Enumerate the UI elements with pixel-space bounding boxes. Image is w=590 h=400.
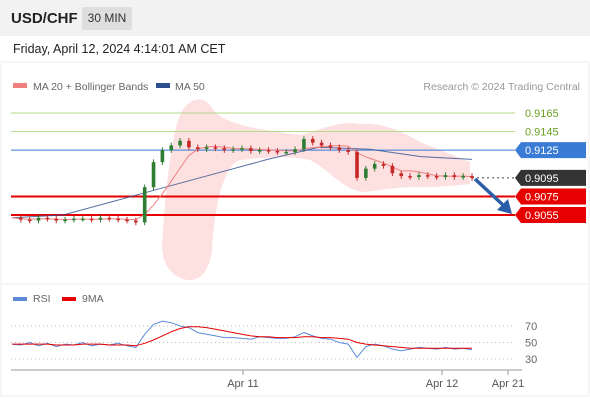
candle-body bbox=[222, 148, 227, 151]
x-tick-label: Apr 11 bbox=[227, 378, 259, 390]
candle-body bbox=[80, 218, 85, 221]
candle-body bbox=[89, 218, 94, 221]
rsi-series-rsi bbox=[11, 320, 473, 359]
candle-body bbox=[169, 145, 174, 151]
candle-body bbox=[337, 147, 342, 151]
candle-body bbox=[372, 164, 377, 169]
timeframe-button[interactable]: 30 MIN bbox=[82, 7, 132, 30]
candle-body bbox=[346, 150, 350, 152]
forecast-arrow bbox=[473, 177, 512, 214]
candle-body bbox=[151, 162, 156, 188]
ma50-legend-swatch bbox=[156, 83, 170, 88]
rsi-tick-50: 50 bbox=[525, 338, 537, 350]
source-credit: Research © 2024 Trading Central bbox=[423, 81, 580, 93]
candle-body bbox=[390, 165, 395, 174]
candle-body bbox=[63, 219, 67, 222]
candle-body bbox=[275, 151, 280, 153]
candle-body bbox=[408, 176, 412, 178]
ma50-line bbox=[11, 146, 473, 219]
price-label-0.9165: 0.9165 bbox=[525, 108, 559, 120]
rsi-legend-label: RSI bbox=[33, 293, 51, 305]
price-tag-0.9095 bbox=[515, 169, 586, 186]
candle-body bbox=[178, 140, 182, 146]
candle-body bbox=[27, 219, 32, 222]
price-label-0.9075: 0.9075 bbox=[525, 191, 559, 203]
candle-body bbox=[319, 142, 324, 146]
candle-body bbox=[213, 147, 218, 149]
ma20-legend-label: MA 20 + Bollinger Bands bbox=[33, 81, 148, 93]
price-label-0.9055: 0.9055 bbox=[525, 210, 559, 222]
rsi-tick-30: 30 bbox=[525, 354, 537, 366]
chart-timestamp: Friday, April 12, 2024 4:14:01 AM CET bbox=[13, 42, 226, 56]
candle-body bbox=[72, 218, 76, 221]
price-tag-0.9075 bbox=[515, 188, 586, 205]
candle-body bbox=[36, 217, 41, 221]
price-label-0.9125: 0.9125 bbox=[525, 145, 559, 157]
candle-body bbox=[160, 150, 165, 163]
candle-body bbox=[417, 175, 421, 177]
header-bar: USD/CHF 30 MIN bbox=[0, 0, 590, 36]
ma20-legend-swatch bbox=[13, 83, 27, 88]
x-tick-label: Apr 12 bbox=[426, 378, 458, 390]
candle-body bbox=[399, 173, 404, 177]
price-label-0.9145: 0.9145 bbox=[525, 127, 559, 139]
rsi-chart-frame bbox=[0, 283, 590, 397]
candle-body bbox=[355, 151, 359, 178]
candle-body bbox=[434, 176, 439, 178]
candle-body bbox=[125, 219, 129, 222]
candle-body bbox=[452, 175, 457, 177]
candle-body bbox=[249, 148, 253, 152]
candle-body bbox=[45, 217, 50, 220]
price-tag-0.9125 bbox=[515, 142, 586, 159]
candle-body bbox=[284, 151, 289, 154]
candle-body bbox=[443, 175, 448, 177]
rsi-legend-swatch bbox=[13, 297, 27, 301]
candle-body bbox=[257, 150, 262, 152]
ma9-legend-label: 9MA bbox=[82, 293, 104, 305]
candle-body bbox=[293, 149, 297, 152]
candle-body bbox=[240, 148, 244, 150]
candle-body bbox=[187, 140, 191, 148]
candle-body bbox=[204, 147, 209, 150]
candle-body bbox=[266, 150, 271, 152]
rsi-tick-70: 70 bbox=[525, 321, 537, 333]
candle-body bbox=[231, 149, 235, 151]
candle-body bbox=[54, 218, 59, 221]
candle-body bbox=[461, 176, 465, 178]
candle-body bbox=[364, 168, 368, 178]
symbol-title: USD/CHF bbox=[11, 10, 78, 27]
candle-body bbox=[142, 187, 147, 223]
candle-body bbox=[470, 176, 474, 178]
candle-body bbox=[195, 147, 200, 150]
price-label-0.9095: 0.9095 bbox=[525, 173, 559, 185]
candle-body bbox=[328, 145, 333, 148]
candle-body bbox=[310, 138, 315, 143]
candle-body bbox=[381, 164, 386, 166]
candle-body bbox=[107, 217, 112, 220]
candle-body bbox=[116, 218, 120, 221]
candle-body bbox=[302, 138, 306, 150]
ma50-legend-label: MA 50 bbox=[175, 81, 205, 93]
price-tag-0.9055 bbox=[515, 207, 586, 223]
main-chart-frame bbox=[0, 61, 590, 285]
candle-body bbox=[19, 217, 23, 220]
x-tick-label: Apr 21 bbox=[492, 378, 524, 390]
bollinger-band bbox=[162, 99, 470, 281]
rsi-series-9ma bbox=[12, 326, 472, 349]
candle-body bbox=[98, 217, 103, 220]
ma9-legend-swatch bbox=[62, 297, 76, 301]
candle-body bbox=[134, 220, 138, 223]
candle-body bbox=[425, 175, 430, 177]
